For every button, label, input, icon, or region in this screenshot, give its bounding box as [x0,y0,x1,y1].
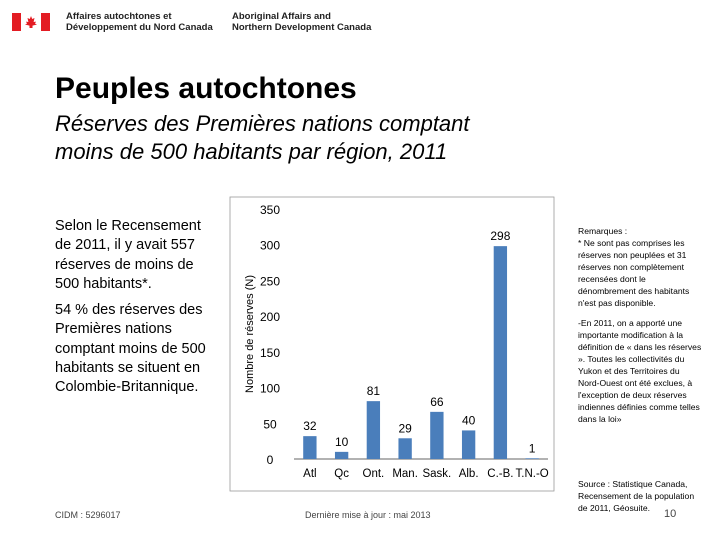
bar [493,246,508,459]
y-tick-label: 300 [260,239,280,253]
page-number: 10 [664,508,677,520]
x-tick-label: Alb. [459,468,479,480]
data-label: 1 [529,441,536,455]
data-label: 40 [462,413,476,427]
summary-paragraph-2: 54 % des réserves des Premières nations … [55,302,206,396]
bar [461,430,476,459]
source-note: Source : Statistique Canada, Recensement… [578,479,695,513]
data-label: 10 [335,435,349,449]
note-2: -En 2011, on a apporté une importante mo… [578,318,702,424]
subtitle-line2: moins de 500 habitants par région, 2011 [55,139,448,164]
x-tick-label: Atl [303,468,316,480]
y-tick-label: 200 [260,310,280,324]
y-tick-label: 0 [267,453,274,467]
subtitle-line1: Réserves des Premières nations comptant [55,111,470,136]
note-1: * Ne sont pas comprises les réserves non… [578,238,690,308]
notes-title: Remarques : [578,226,628,236]
department-name-fr: Affaires autochtones et Développement du… [66,11,213,33]
department-fr-line1: Affaires autochtones et [66,11,172,22]
bar [430,411,444,459]
y-tick-label: 350 [260,203,280,217]
bar [366,401,381,459]
y-tick-label: 150 [260,346,280,360]
page-subtitle: Réserves des Premières nations comptant … [55,110,575,166]
y-tick-label: 250 [260,274,280,288]
x-tick-label: Qc [334,468,349,480]
footer-last-updated: Dernière mise à jour : mai 2013 [305,510,431,520]
data-label: 298 [490,229,510,243]
x-tick-label: Man. [392,468,418,480]
bar [303,436,317,459]
department-fr-line2: Développement du Nord Canada [66,22,213,33]
data-label: 32 [303,419,317,433]
page-title: Peuples autochtones [55,72,357,105]
x-tick-label: C.-B. [487,468,513,480]
data-label: 29 [398,421,412,435]
bar-chart: Nombre de réserves (N) 0 50 100 150 200 250 300… [229,196,555,492]
x-tick-label: Sask. [422,468,451,480]
x-tick-label: Ont. [363,468,385,480]
y-axis-title: Nombre de réserves (N) [244,275,256,393]
y-tick-label: 100 [260,382,280,396]
department-en-line1: Aboriginal Affairs and [232,11,331,22]
canada-flag-icon [12,13,50,31]
x-tick-label: T.N.-O [516,468,549,480]
y-tick-label: 50 [263,417,277,431]
data-label: 81 [367,384,381,398]
chart-frame [229,196,555,492]
data-label: 66 [430,395,444,409]
department-en-line2: Northern Development Canada [232,22,372,33]
bar [334,451,349,459]
summary-text: Selon le Recensement de 2011, il y avait… [55,217,215,405]
header-bar: Affaires autochtones et Développement du… [0,0,720,44]
bar [398,438,412,459]
footer-document-id: CIDM : 5296017 [55,510,121,520]
department-name-en: Aboriginal Affairs and Northern Developm… [232,11,371,33]
notes-panel: Remarques : * Ne sont pas comprises les … [578,225,702,433]
summary-paragraph-1: Selon le Recensement de 2011, il y avait… [55,218,201,292]
bar [525,458,539,459]
